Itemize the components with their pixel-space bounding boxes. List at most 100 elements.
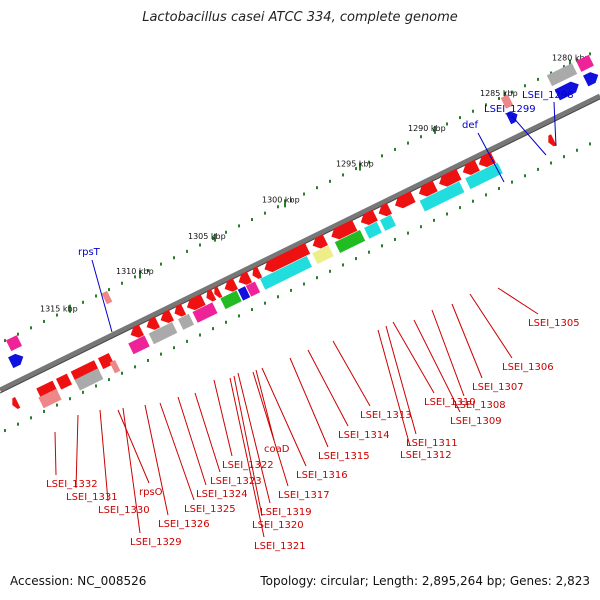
tick-mark — [511, 90, 513, 94]
tick-mark — [121, 281, 123, 285]
tick-mark — [420, 225, 422, 229]
map-title: Lactobacillus casei ATCC 334, complete g… — [142, 10, 458, 25]
reverse-gene — [364, 221, 382, 239]
leader-line — [252, 371, 289, 487]
major-tick — [569, 59, 571, 68]
reverse-gene — [128, 335, 150, 355]
tick-mark — [381, 154, 383, 158]
reverse-gene-arrow — [331, 219, 358, 240]
reverse-gene — [312, 245, 334, 265]
kbp-label: 1310 kbp — [116, 267, 154, 276]
major-tick — [284, 199, 286, 208]
tick-mark — [186, 339, 188, 343]
reverse-gene-label: rpsO — [139, 487, 163, 498]
tick-mark — [329, 179, 331, 183]
leader-line — [75, 414, 79, 489]
reverse-gene-arrow — [462, 159, 480, 175]
major-tick — [139, 270, 141, 279]
tick-mark — [238, 224, 240, 228]
reverse-gene-arrow — [395, 191, 416, 209]
tick-mark — [95, 384, 97, 388]
reverse-gene-arrow — [224, 278, 239, 292]
leader-line — [385, 325, 417, 435]
reverse-gene-label: LSEI_1322 — [222, 460, 274, 471]
tick-mark — [329, 269, 331, 273]
tick-mark — [160, 262, 162, 266]
leader-line — [229, 377, 265, 538]
forward-gene-arrow — [505, 111, 518, 125]
leader-line — [255, 369, 275, 441]
reverse-gene — [55, 373, 73, 390]
leader-line — [289, 357, 329, 448]
kbp-label: 1295 kbp — [336, 159, 374, 168]
tick-mark — [160, 352, 162, 356]
tick-mark — [537, 167, 539, 171]
reverse-gene — [38, 388, 62, 409]
reverse-gene-arrow — [312, 234, 328, 249]
tick-mark — [550, 71, 552, 75]
tick-mark — [485, 103, 487, 107]
reverse-gene-label: LSEI_1325 — [184, 504, 236, 515]
leader-line — [377, 329, 411, 447]
forward-gene-arrow — [554, 81, 579, 101]
tick-mark — [368, 250, 370, 254]
tick-mark — [69, 397, 71, 401]
tick-mark — [589, 142, 591, 146]
leader-line — [117, 409, 150, 484]
forward-gene-arrow — [583, 72, 599, 87]
tick-mark — [355, 167, 357, 171]
forward-gene-label: rpsT — [78, 247, 101, 258]
tick-mark — [316, 186, 318, 190]
kbp-label: 1280 kbp — [552, 54, 590, 63]
reverse-gene — [379, 214, 397, 231]
tick-mark — [121, 371, 123, 375]
tick-mark — [56, 313, 58, 317]
tick-mark — [147, 268, 149, 272]
tick-mark — [407, 141, 409, 145]
tick-mark — [30, 416, 32, 420]
tick-mark — [407, 231, 409, 235]
tick-mark — [108, 378, 110, 382]
reverse-gene — [334, 229, 366, 254]
tick-mark — [251, 218, 253, 222]
reverse-gene-label: LSEI_1314 — [338, 430, 390, 441]
forward-gene — [576, 54, 594, 72]
tick-mark — [576, 58, 578, 62]
tick-mark — [524, 174, 526, 178]
leader-line — [233, 375, 263, 517]
reverse-gene — [36, 380, 58, 400]
reverse-gene-label: LSEI_1320 — [252, 520, 304, 531]
leader-line — [553, 101, 557, 147]
reverse-gene-label: LSEI_1310 — [424, 397, 476, 408]
reverse-gene-label: LSEI_1309 — [450, 416, 502, 427]
tick-mark — [368, 160, 370, 164]
reverse-gene-arrow — [174, 303, 187, 317]
tick-mark — [225, 320, 227, 324]
tick-mark — [420, 135, 422, 139]
tick-mark — [576, 148, 578, 152]
major-tick — [359, 162, 361, 171]
leader-line — [177, 396, 207, 486]
reverse-gene — [177, 313, 195, 330]
tick-mark — [134, 275, 136, 279]
reverse-gene-label: LSEI_1321 — [254, 541, 306, 552]
forward-gene — [5, 335, 23, 352]
reverse-gene-arrow — [478, 151, 496, 168]
tick-mark — [199, 243, 201, 247]
tick-mark — [277, 295, 279, 299]
reverse-gene — [245, 281, 261, 297]
genome-backbone — [0, 93, 600, 393]
leader-line — [497, 287, 539, 315]
leader-line — [144, 404, 169, 516]
tick-mark — [17, 332, 19, 336]
tick-mark — [225, 230, 227, 234]
tick-mark — [199, 333, 201, 337]
leader-line — [307, 349, 349, 427]
accession-text: Accession: NC_008526 — [10, 574, 147, 588]
tick-mark — [277, 205, 279, 209]
tick-mark — [433, 218, 435, 222]
tick-mark — [563, 65, 565, 69]
kbp-label: 1300 kbp — [262, 196, 300, 205]
leader-line — [54, 431, 57, 476]
